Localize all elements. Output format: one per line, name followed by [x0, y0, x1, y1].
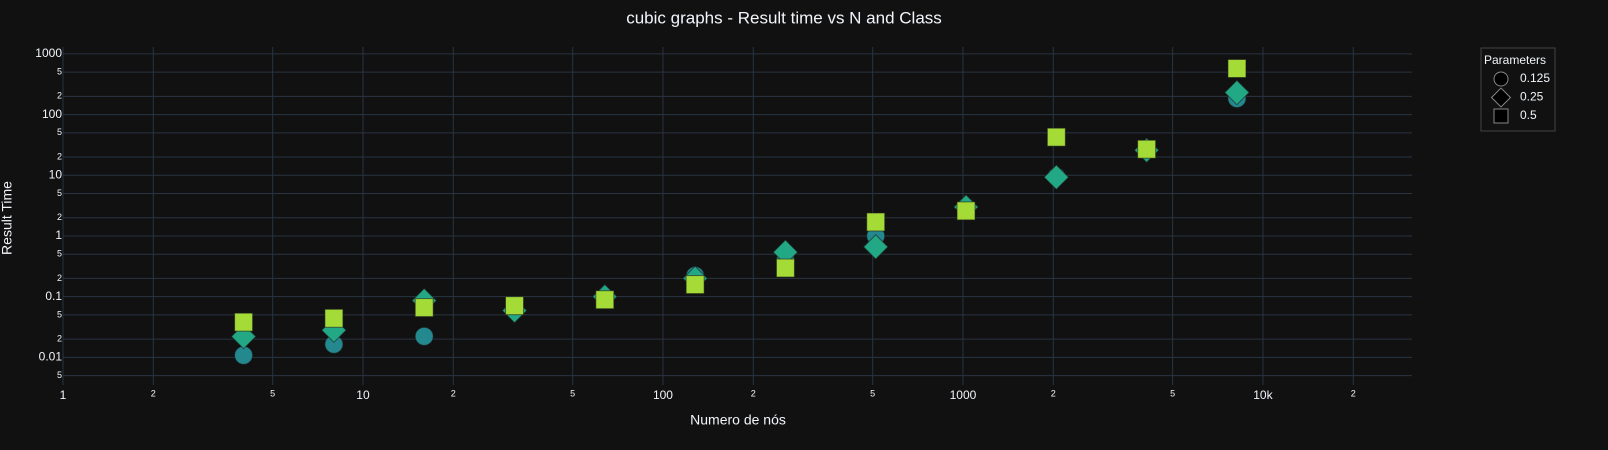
x-tick-label: 5: [570, 388, 575, 398]
legend-symbol: [1490, 87, 1512, 108]
point: [414, 298, 434, 318]
legend-label: 0.125: [1520, 71, 1550, 85]
point: [1227, 58, 1247, 78]
x-tick-label: 1000: [950, 388, 977, 402]
x-tick-label: 10k: [1253, 388, 1273, 402]
point: [1046, 127, 1066, 147]
y-tick-label: 1: [55, 228, 62, 242]
legend-label: 0.5: [1520, 108, 1537, 122]
y-tick-label: 0.1: [45, 289, 62, 303]
y-tick-label: 5: [57, 67, 62, 77]
y-tick-label: 5: [57, 188, 62, 198]
point: [505, 296, 525, 316]
y-tick-label: 5: [57, 249, 62, 259]
x-tick-label: 5: [870, 388, 875, 398]
y-tick-label: 2: [57, 212, 62, 222]
y-tick-label: 100: [42, 107, 62, 121]
legend-label: 0.25: [1520, 90, 1544, 104]
x-tick-label: 5: [270, 388, 275, 398]
point: [1224, 79, 1250, 106]
legend-title: Parameters: [1484, 53, 1546, 67]
y-tick-label: 5: [57, 309, 62, 319]
point: [414, 326, 434, 346]
legend-symbol: [1493, 108, 1509, 124]
point: [234, 312, 254, 332]
y-tick-label: 2: [57, 273, 62, 283]
y-tick-label: 5: [57, 127, 62, 137]
point: [862, 234, 889, 260]
y-tick-label: 10: [49, 167, 63, 181]
legend-symbol: [1493, 71, 1509, 87]
y-tick-label: 2: [57, 91, 62, 101]
point: [866, 212, 886, 232]
point: [685, 275, 705, 295]
x-axis-title: Numero de nós: [690, 412, 786, 428]
y-tick-label: 2: [57, 151, 62, 161]
point: [956, 201, 976, 221]
y-tick-label: 5: [57, 370, 62, 380]
legend-box: [1480, 47, 1556, 132]
chart-title: cubic graphs - Result time vs N and Clas…: [626, 8, 942, 27]
point: [775, 258, 795, 278]
x-tick-label: 2: [151, 388, 156, 398]
y-tick-label: 1000: [35, 46, 62, 60]
series-2: [234, 58, 1247, 332]
x-tick-label: 2: [751, 388, 756, 398]
x-tick-label: 10: [356, 388, 370, 402]
x-tick-label: 2: [1051, 388, 1056, 398]
point: [324, 308, 344, 328]
point: [1043, 164, 1070, 191]
y-axis-title: Result Time: [0, 181, 15, 255]
y-tick-label: 2: [57, 333, 62, 343]
x-tick-label: 2: [451, 388, 456, 398]
grid: [62, 47, 1412, 385]
x-tick-label: 1: [60, 388, 67, 402]
x-tick-label: 100: [653, 388, 673, 402]
point: [595, 290, 615, 310]
point: [1137, 139, 1157, 159]
x-tick-label: 5: [1170, 388, 1175, 398]
point: [230, 323, 257, 350]
x-tick-label: 2: [1351, 388, 1356, 398]
y-tick-label: 0.01: [39, 350, 63, 364]
